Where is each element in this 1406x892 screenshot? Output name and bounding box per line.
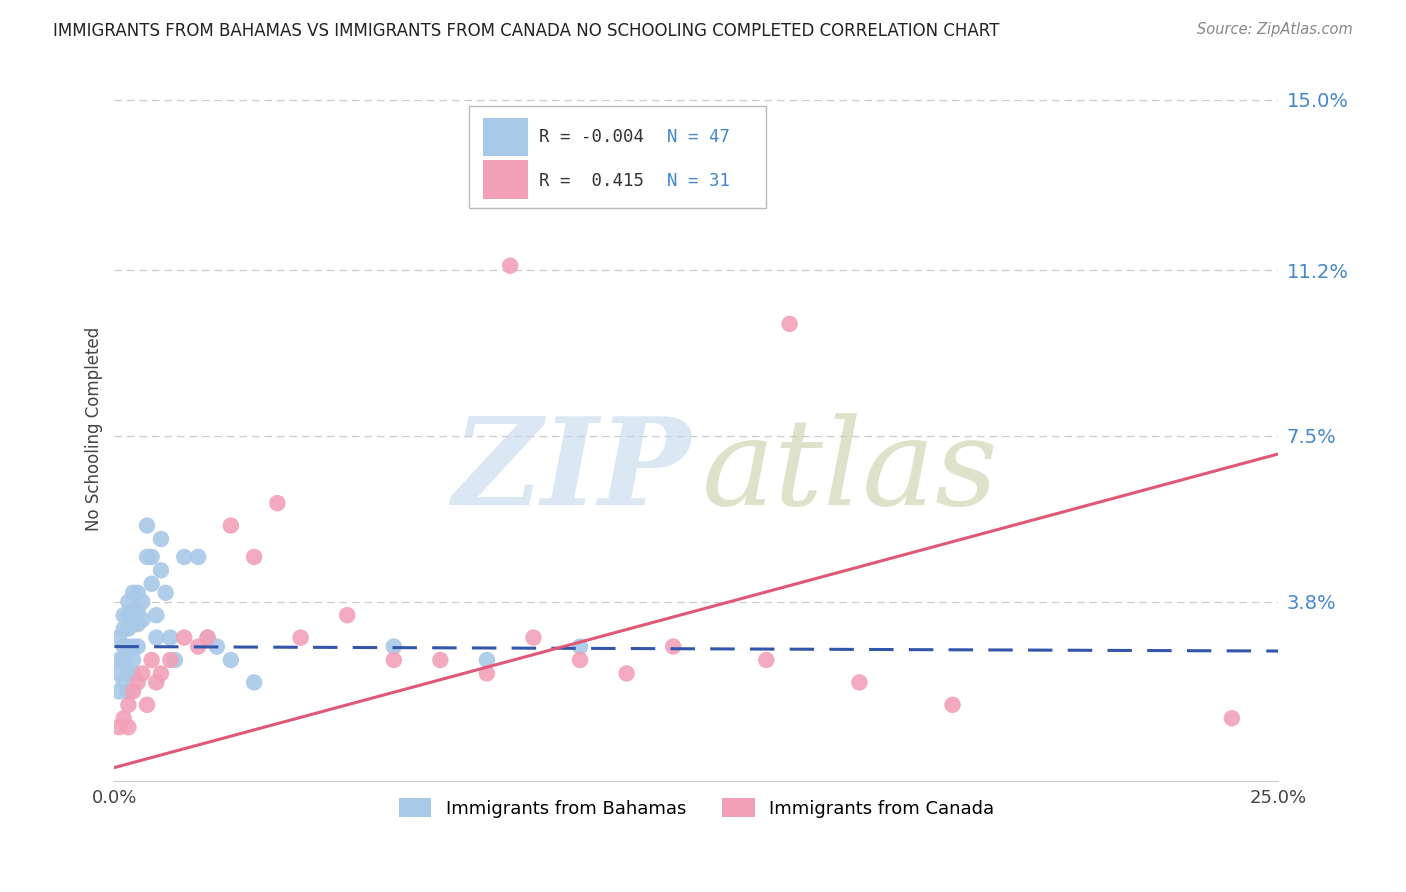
Point (108, 653, 131, 667)
Point (592, 160, 614, 174)
Point (117, 666, 139, 681)
Point (662, 640, 685, 654)
Point (569, 640, 592, 654)
Point (159, 631, 181, 645)
Point (112, 622, 135, 636)
Point (112, 608, 135, 623)
Point (941, 698, 963, 712)
Point (136, 549, 159, 564)
Point (127, 586, 149, 600)
Point (136, 698, 159, 712)
Point (522, 631, 544, 645)
Point (755, 653, 778, 667)
Point (122, 586, 145, 600)
Point (131, 666, 153, 681)
Point (290, 631, 312, 645)
Text: N = 31: N = 31 (668, 172, 730, 190)
Point (141, 653, 163, 667)
Point (616, 666, 638, 681)
Point (127, 675, 149, 690)
Point (141, 549, 163, 564)
Text: ZIP: ZIP (453, 412, 690, 531)
Legend: Immigrants from Bahamas, Immigrants from Canada: Immigrants from Bahamas, Immigrants from… (391, 791, 1001, 825)
Point (243, 675, 266, 690)
Point (219, 653, 242, 667)
Point (149, 666, 172, 681)
Point (219, 518, 242, 533)
Point (131, 595, 153, 609)
Point (205, 640, 228, 654)
Point (145, 608, 167, 623)
Point (131, 613, 153, 627)
Point (336, 608, 359, 623)
Point (149, 532, 172, 546)
Point (848, 675, 870, 690)
Point (197, 631, 219, 645)
Point (197, 631, 219, 645)
Point (122, 666, 145, 681)
Point (429, 653, 451, 667)
Point (475, 666, 498, 681)
Y-axis label: No Schooling Completed: No Schooling Completed (86, 327, 103, 532)
Point (155, 586, 177, 600)
Point (117, 608, 139, 623)
Point (127, 617, 149, 632)
Point (779, 317, 801, 331)
Text: R =  0.415: R = 0.415 (540, 172, 644, 190)
Point (117, 640, 139, 654)
Point (108, 631, 131, 645)
Point (117, 720, 139, 734)
Point (382, 640, 405, 654)
Point (112, 675, 135, 690)
Point (266, 496, 288, 510)
Text: Source: ZipAtlas.com: Source: ZipAtlas.com (1197, 22, 1353, 37)
Point (112, 711, 135, 725)
Point (1220, 711, 1243, 725)
Point (108, 666, 131, 681)
Point (159, 653, 181, 667)
Point (112, 653, 135, 667)
Point (187, 549, 209, 564)
Point (173, 631, 195, 645)
Point (243, 549, 266, 564)
Point (475, 653, 498, 667)
Point (149, 563, 172, 577)
Point (117, 622, 139, 636)
Point (499, 259, 522, 273)
Point (122, 640, 145, 654)
Point (145, 631, 167, 645)
Point (117, 698, 139, 712)
Point (127, 604, 149, 618)
Text: R = -0.004: R = -0.004 (540, 128, 644, 146)
Point (163, 653, 186, 667)
Point (112, 640, 135, 654)
Text: IMMIGRANTS FROM BAHAMAS VS IMMIGRANTS FROM CANADA NO SCHOOLING COMPLETED CORRELA: IMMIGRANTS FROM BAHAMAS VS IMMIGRANTS FR… (53, 22, 1000, 40)
Point (145, 675, 167, 690)
Point (117, 595, 139, 609)
Point (108, 720, 131, 734)
Point (108, 684, 131, 698)
Text: atlas: atlas (702, 413, 1000, 530)
Point (127, 640, 149, 654)
Text: N = 47: N = 47 (668, 128, 730, 146)
Point (122, 653, 145, 667)
Point (117, 684, 139, 698)
Point (122, 617, 145, 632)
Point (173, 549, 195, 564)
Point (382, 653, 405, 667)
Point (136, 518, 159, 533)
Point (569, 653, 592, 667)
Point (122, 604, 145, 618)
Point (122, 684, 145, 698)
Point (141, 577, 163, 591)
Point (187, 640, 209, 654)
Bar (484, 118, 527, 156)
Bar (484, 161, 527, 199)
